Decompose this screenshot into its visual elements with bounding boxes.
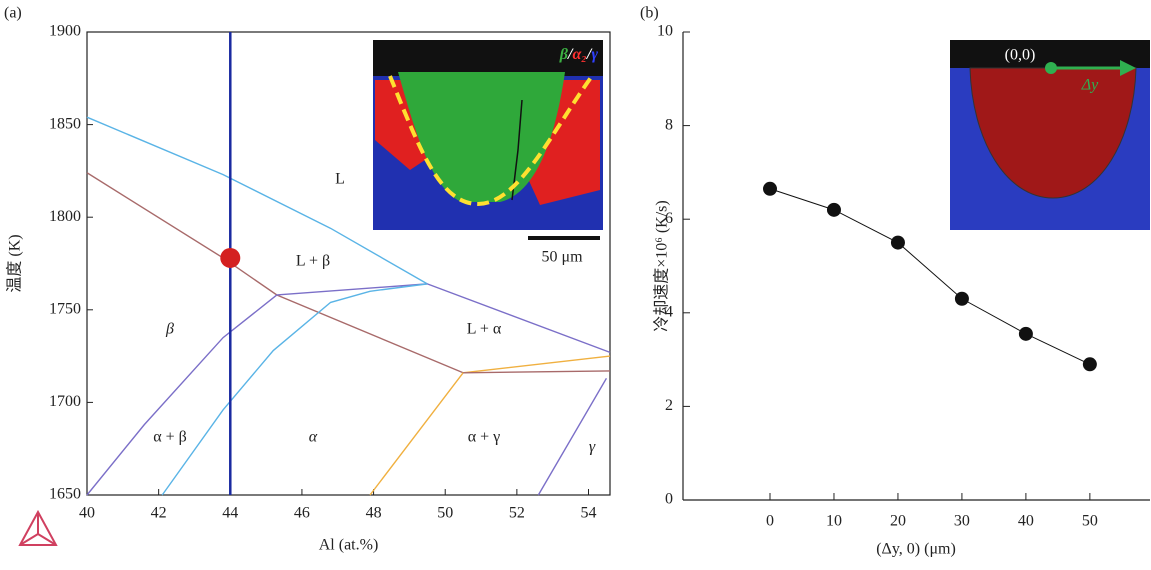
x-axis-label: Al (at.%) [319, 537, 379, 554]
x-tick-label: 52 [509, 505, 525, 522]
state-point [220, 247, 241, 268]
y-tick-label: 1850 [49, 115, 81, 132]
separator: / [567, 46, 574, 63]
y-tick-label: 6 [665, 210, 673, 227]
phase-boundary [86, 172, 464, 374]
logo [18, 509, 58, 546]
phase-boundary [86, 116, 428, 285]
separator: / [586, 46, 593, 63]
phase-region-label: L + α [467, 321, 502, 338]
x-tick-label: 54 [581, 505, 597, 522]
x-tick-label: 10 [826, 513, 842, 530]
y-tick-label: 1750 [49, 300, 81, 317]
x-tick-label: 48 [366, 505, 382, 522]
y-tick-label: 1700 [49, 393, 81, 410]
phase-region-label: β [165, 321, 174, 338]
micrograph-inset: β/α₂/γ50 μm [373, 40, 603, 266]
panel-label: (b) [640, 5, 659, 22]
x-tick-label: 20 [890, 513, 906, 530]
melt-pool-inset: (0,0) Δy [950, 40, 1150, 230]
phase-region-label: α + γ [468, 429, 500, 446]
y-tick-label: 10 [657, 23, 673, 40]
data-point [763, 181, 778, 196]
y-axis-label: 温度 (K) [6, 234, 24, 292]
x-tick-label: 50 [437, 505, 453, 522]
scale-bar-label: 50 μm [541, 249, 583, 266]
x-tick-label: 0 [766, 513, 774, 530]
x-tick-label: 50 [1082, 513, 1098, 530]
y-tick-label: 1800 [49, 208, 81, 225]
x-tick-label: 44 [222, 505, 238, 522]
phase-boundary [161, 283, 428, 496]
data-point [890, 235, 905, 250]
phase-region-label: L + β [296, 253, 330, 270]
phase-boundary [86, 294, 278, 496]
data-point [1018, 326, 1033, 341]
data-point [1082, 357, 1097, 372]
phase-boundary [276, 283, 428, 296]
y-tick-label: 1650 [49, 486, 81, 503]
origin-label: (0,0) [1005, 47, 1036, 64]
phase-region-label: L [335, 171, 345, 188]
phase-boundary [537, 377, 608, 496]
panel-label: (a) [4, 5, 22, 22]
phase-boundary [369, 355, 611, 496]
phase-boundary [463, 370, 611, 374]
plot-frame [86, 31, 611, 496]
x-tick-label: 42 [151, 505, 167, 522]
x-tick-label: 30 [954, 513, 970, 530]
y-tick-label: 4 [665, 303, 673, 320]
y-tick-label: 8 [665, 116, 673, 133]
data-line [769, 188, 1091, 365]
phase-region-label: α [309, 429, 318, 446]
phase-name: γ [591, 46, 598, 63]
offset-label: Δy [1081, 77, 1099, 94]
phase-region-label: γ [589, 439, 596, 456]
data-point [954, 291, 969, 306]
x-tick-label: 46 [294, 505, 310, 522]
x-tick-label: 40 [79, 505, 95, 522]
x-tick-label: 40 [1018, 513, 1034, 530]
phase-boundary [427, 283, 611, 354]
x-axis-label: (Δy, 0) (μm) [876, 541, 956, 558]
phase-name: α₂ [572, 46, 586, 63]
y-axis-label: 冷却速度×10⁶ (K/s) [653, 200, 671, 332]
phase-name: β [559, 46, 569, 63]
data-point [826, 202, 841, 217]
y-tick-label: 0 [665, 491, 673, 508]
y-tick-label: 1900 [49, 23, 81, 40]
y-tick-label: 2 [665, 397, 673, 414]
phase-legend: β/α₂/γ [559, 46, 599, 63]
phase-region-label: α + β [153, 429, 187, 446]
